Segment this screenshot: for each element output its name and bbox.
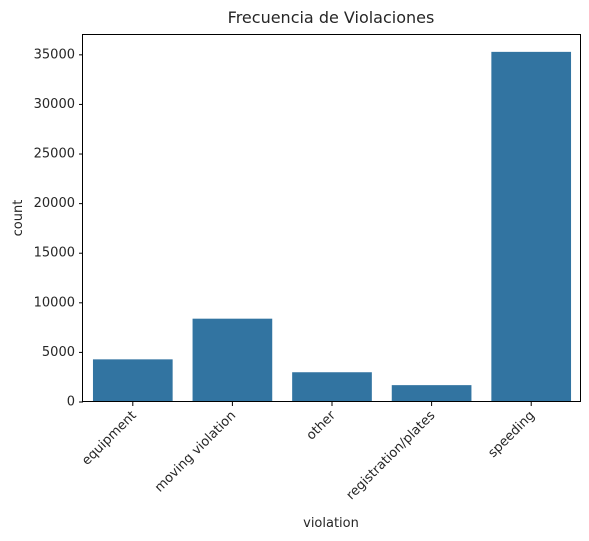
bar-registration-plates: [391, 385, 472, 402]
bars-group: [92, 51, 572, 403]
chart-title: Frecuencia de Violaciones: [228, 8, 435, 27]
x-tick-label: moving violation: [152, 408, 239, 495]
x-tick-label: registration/plates: [344, 408, 439, 503]
plot-frame: [82, 34, 581, 402]
y-tick-label: 10000: [34, 295, 75, 310]
y-tick-label: 35000: [34, 47, 75, 62]
y-axis-label: count: [11, 200, 26, 237]
x-axis-ticks: equipment moving violation other registrati…: [79, 402, 538, 503]
y-axis-ticks: 0 5000 10000 15000 20000 25000 30000 35000: [34, 47, 83, 410]
bar-equipment: [92, 359, 173, 402]
y-tick-label: 30000: [34, 97, 75, 112]
y-tick-label: 15000: [34, 246, 75, 261]
x-tick-label: equipment: [79, 408, 139, 468]
bar-moving-violation: [192, 318, 273, 402]
x-tick-label: speeding: [485, 408, 538, 461]
bar-other: [292, 372, 372, 402]
y-tick-label: 25000: [34, 147, 75, 162]
y-tick-label: 5000: [42, 345, 75, 360]
bar-speeding: [491, 51, 572, 403]
y-tick-label: 0: [67, 395, 75, 410]
x-tick-label: other: [304, 408, 340, 444]
x-axis-label: violation: [303, 516, 359, 531]
y-tick-label: 20000: [34, 196, 75, 211]
